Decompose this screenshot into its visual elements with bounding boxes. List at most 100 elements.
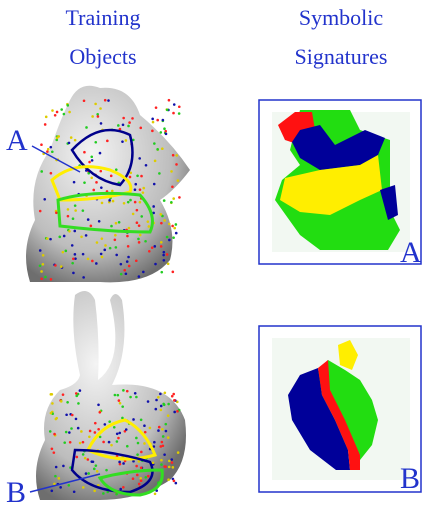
surface-point (117, 394, 120, 397)
surface-point (56, 111, 59, 114)
surface-point (67, 215, 70, 218)
surface-point (171, 395, 174, 398)
surface-point (140, 466, 143, 469)
surface-point (40, 170, 43, 173)
surface-point (104, 99, 107, 102)
surface-point (159, 131, 162, 134)
surface-point (108, 199, 111, 202)
surface-point (115, 254, 118, 257)
surface-point (68, 142, 71, 145)
surface-point (95, 181, 98, 184)
surface-point (73, 181, 76, 184)
surface-point (49, 146, 52, 149)
surface-point (118, 432, 121, 435)
surface-point (90, 155, 93, 158)
surface-point (102, 492, 105, 495)
surface-point (125, 139, 128, 142)
surface-point (162, 435, 165, 438)
surface-point (120, 263, 123, 266)
surface-point (167, 414, 170, 417)
surface-point (87, 458, 90, 461)
surface-point (112, 200, 115, 203)
surface-point (135, 396, 138, 399)
surface-point (71, 414, 74, 417)
surface-point (116, 440, 119, 443)
surface-point (175, 154, 178, 157)
surface-point (40, 270, 43, 273)
surface-point (63, 235, 66, 238)
surface-point (138, 460, 141, 463)
surface-point (159, 445, 162, 448)
surface-point (71, 262, 74, 265)
surface-point (109, 247, 112, 250)
surface-point (160, 245, 163, 248)
surface-point (47, 148, 50, 151)
object-surface (26, 86, 190, 283)
surface-point (160, 405, 163, 408)
surface-point (99, 107, 102, 110)
surface-point (99, 170, 102, 173)
surface-point (172, 236, 175, 239)
surface-point (161, 428, 164, 431)
surface-point (171, 185, 174, 188)
surface-point (148, 250, 151, 253)
surface-point (158, 426, 161, 429)
surface-point (171, 461, 174, 464)
figure: Training Objects Symbolic Signatures A B… (0, 0, 424, 507)
surface-point (65, 413, 68, 416)
surface-point (103, 249, 106, 252)
surface-point (128, 265, 131, 268)
surface-point (122, 117, 125, 120)
surface-point (175, 232, 178, 235)
surface-point (164, 130, 167, 133)
surface-point (178, 112, 181, 115)
surface-point (142, 191, 145, 194)
surface-point (154, 263, 157, 266)
surface-point (163, 259, 166, 262)
surface-point (113, 426, 116, 429)
surface-point (60, 400, 63, 403)
surface-point (50, 412, 53, 415)
surface-point (155, 106, 158, 109)
surface-point (163, 127, 166, 130)
surface-point (145, 164, 148, 167)
surface-point (144, 240, 147, 243)
surface-point (42, 263, 45, 266)
surface-point (139, 188, 142, 191)
surface-point (126, 390, 129, 393)
surface-point (142, 187, 145, 190)
surface-point (178, 196, 181, 199)
surface-point (175, 163, 178, 166)
surface-point (89, 430, 92, 433)
surface-point (80, 235, 83, 238)
surface-point (39, 210, 42, 213)
surface-point (72, 257, 75, 260)
surface-point (172, 466, 175, 469)
surface-point (164, 423, 167, 426)
surface-point (155, 399, 158, 402)
surface-point (126, 260, 129, 263)
surface-point (127, 125, 130, 128)
surface-point (82, 253, 85, 256)
surface-point (82, 486, 85, 489)
surface-point (151, 118, 154, 121)
surface-point (50, 393, 53, 396)
surface-point (73, 230, 76, 233)
header-right-2: Signatures (295, 44, 388, 69)
surface-point (139, 201, 142, 204)
surface-point (67, 484, 70, 487)
surface-point (60, 108, 63, 111)
surface-point (121, 140, 124, 143)
surface-point (97, 403, 100, 406)
surface-point (132, 477, 135, 480)
surface-point (170, 201, 173, 204)
surface-point (74, 139, 77, 142)
surface-point (76, 456, 79, 459)
surface-point (153, 245, 156, 248)
object-surface (36, 291, 186, 500)
surface-point (140, 175, 143, 178)
surface-point (172, 393, 175, 396)
surface-point (62, 465, 65, 468)
surface-point (139, 234, 142, 237)
training-object-a: A (6, 86, 190, 283)
